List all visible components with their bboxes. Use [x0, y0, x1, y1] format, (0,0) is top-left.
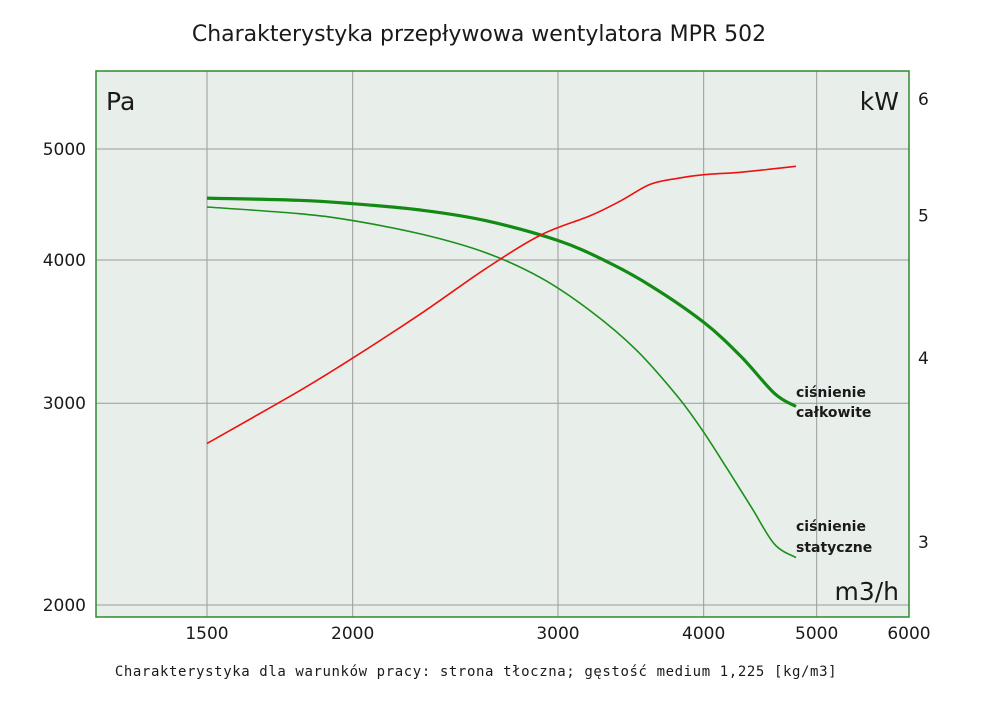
tick-labels: 1500 2000 3000 4000 5000 6000 2000 3000 4000 5000…	[43, 90, 931, 644]
grid	[96, 71, 909, 617]
x-tick-label: 5000	[795, 624, 838, 644]
series-label-total-line2: całkowite	[796, 405, 871, 421]
y-left-tick-label: 2000	[43, 596, 86, 616]
plot-frame	[95, 70, 910, 618]
chart-title: Charakterystyka przepływowa wentylatora …	[192, 22, 766, 47]
x-unit: m3/h	[834, 577, 899, 606]
y-right-unit: kW	[860, 87, 899, 116]
y-right-tick-label: 4	[918, 349, 929, 369]
series-static-pressure-line	[206, 206, 797, 559]
series-total-pressure-line	[206, 196, 797, 408]
y-left-tick-label: 4000	[43, 251, 86, 271]
y-left-unit: Pa	[106, 87, 135, 116]
x-tick-label: 1500	[185, 624, 228, 644]
series-label-static-line2: statyczne	[796, 540, 872, 556]
y-right-tick-label: 5	[918, 207, 929, 227]
x-tick-label: 6000	[887, 624, 930, 644]
y-right-tick-label: 3	[918, 533, 929, 553]
series-label-static-line1: ciśnienie	[796, 519, 866, 535]
x-tick-label: 2000	[331, 624, 374, 644]
y-right-tick-label: 6	[918, 90, 929, 110]
x-tick-label: 3000	[536, 624, 579, 644]
y-left-tick-label: 3000	[43, 394, 86, 414]
chart-footer-note: Charakterystyka dla warunków pracy: stro…	[115, 664, 837, 680]
plot-area	[96, 71, 909, 617]
series-power-line	[206, 165, 797, 445]
y-left-tick-label: 5000	[43, 140, 86, 160]
x-tick-label: 4000	[682, 624, 725, 644]
series-layer	[206, 165, 797, 559]
series-label-total-line1: ciśnienie	[796, 385, 866, 401]
